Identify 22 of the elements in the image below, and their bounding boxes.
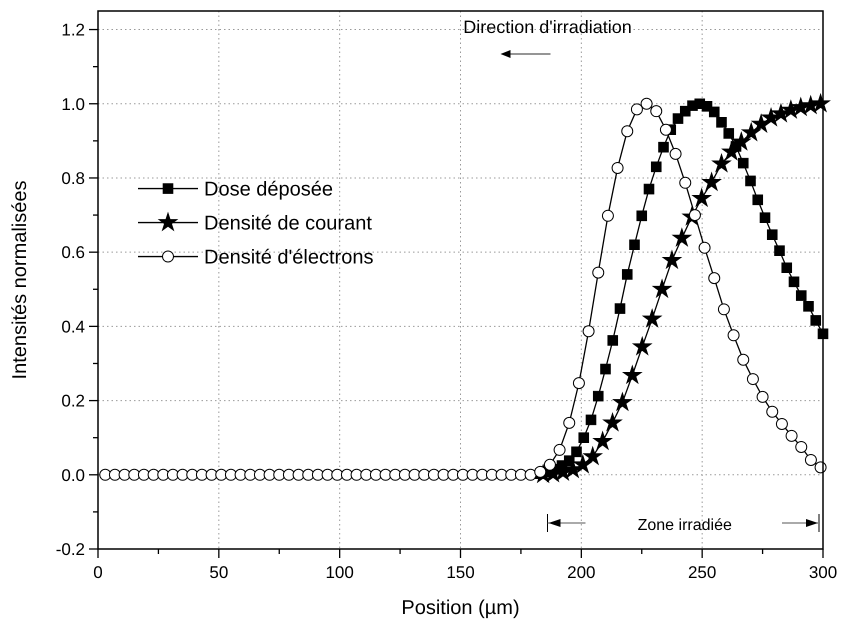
legend-label: Densité d'électrons bbox=[204, 246, 374, 269]
legend-label: Dose déposée bbox=[204, 178, 333, 201]
y-tick-label: 0.6 bbox=[61, 243, 85, 262]
x-tick-label: 100 bbox=[325, 563, 354, 582]
x-tick-label: 300 bbox=[808, 563, 838, 582]
x-tick-label: 50 bbox=[209, 563, 228, 582]
x-axis-title: Position (µm) bbox=[401, 597, 520, 619]
y-tick-label: 1.0 bbox=[61, 94, 85, 114]
legend-label: Densité de courant bbox=[204, 212, 372, 235]
x-tick-label: 0 bbox=[93, 563, 103, 582]
annotation: Direction d'irradiation bbox=[463, 17, 632, 37]
y-tick-label: 0.8 bbox=[61, 168, 85, 188]
x-tick-label: 150 bbox=[446, 563, 475, 582]
x-tick-label: 200 bbox=[567, 563, 596, 582]
y-tick-label: -0.2 bbox=[56, 540, 85, 559]
annotation: Zone irradiée bbox=[638, 517, 732, 534]
y-tick-label: 0.0 bbox=[61, 466, 85, 485]
y-tick-label: 0.2 bbox=[61, 392, 85, 411]
x-tick-label: 250 bbox=[688, 563, 716, 582]
y-tick-label: 0.4 bbox=[61, 317, 85, 336]
y-axis-title: Intensités normalisées bbox=[9, 180, 31, 380]
y-tick-label: 1.2 bbox=[61, 20, 85, 40]
